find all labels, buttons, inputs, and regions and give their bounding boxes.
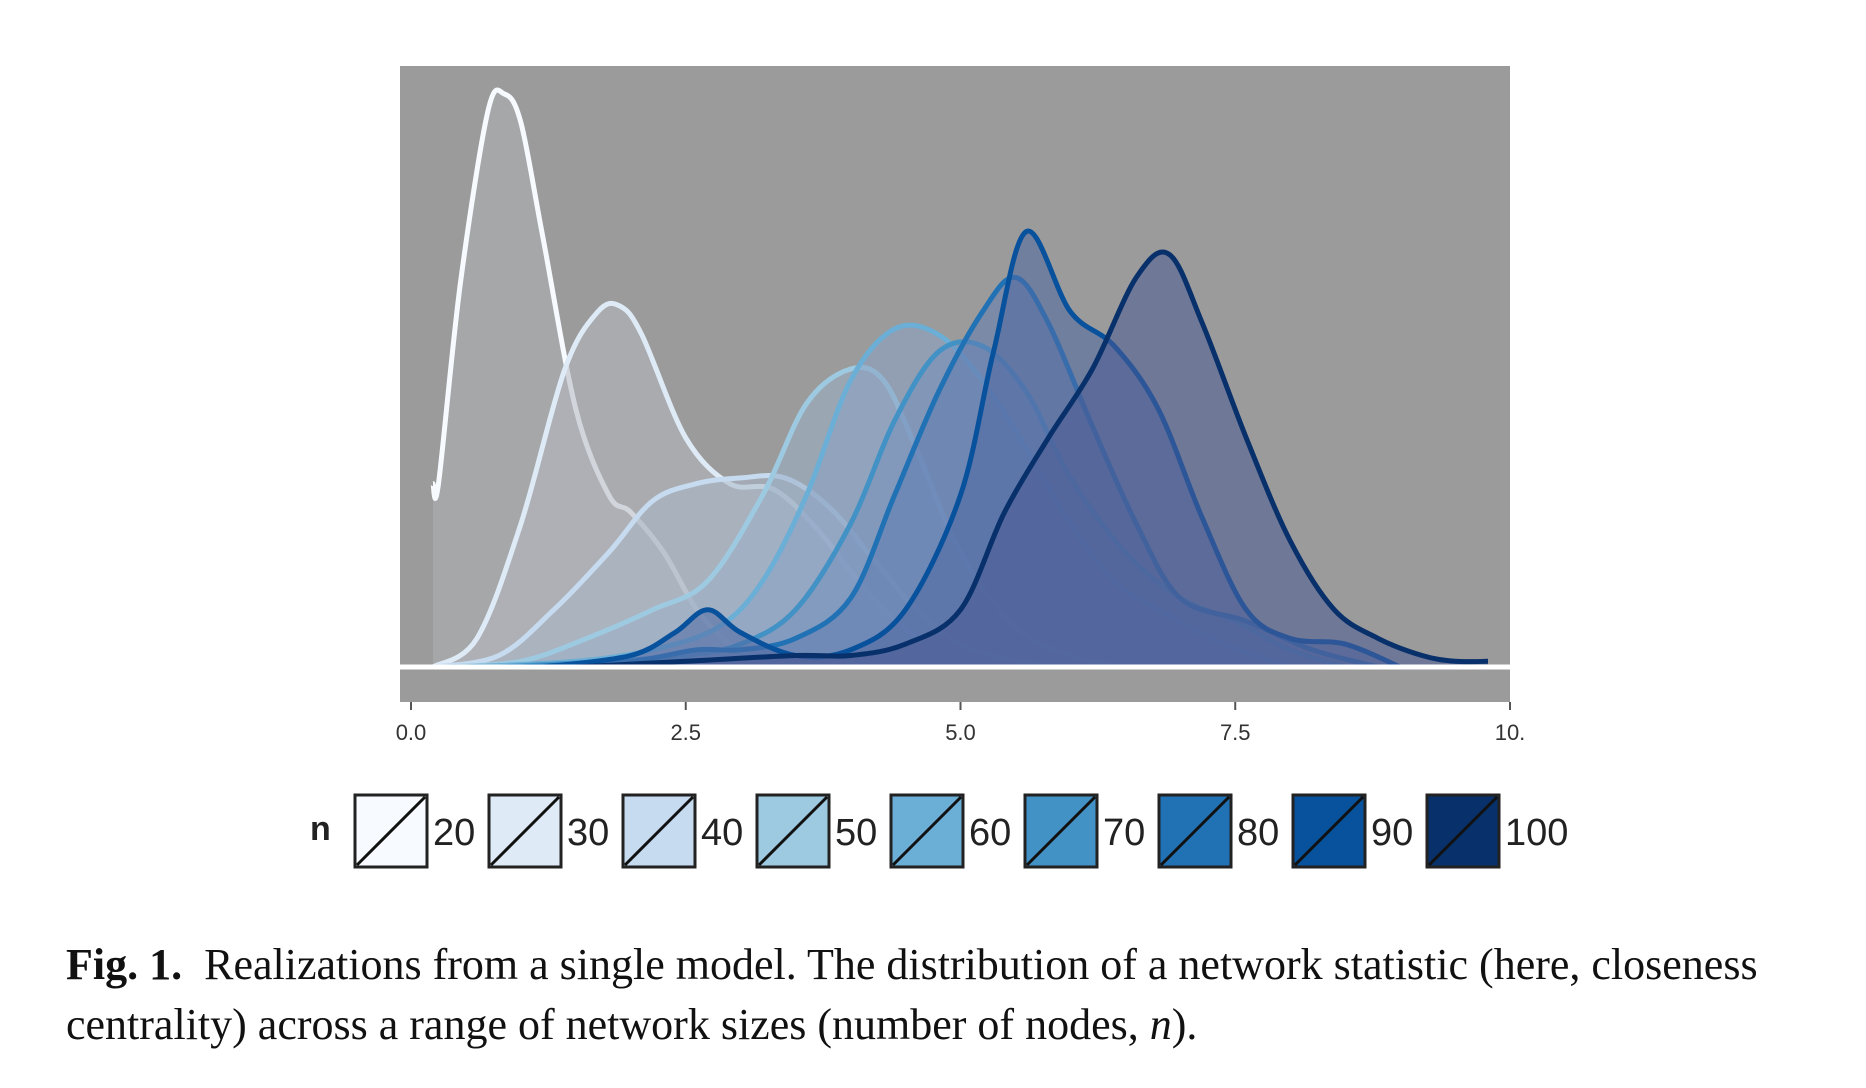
legend-label-n40: 40 <box>701 812 743 854</box>
legend: 20 30 40 50 60 70 80 90 100 <box>353 793 1568 869</box>
legend-label-n80: 80 <box>1237 812 1279 854</box>
legend-swatch-diagonal <box>355 795 427 867</box>
density-chart: 0.0 2.5 5.0 7.5 10. n 20 30 40 50 60 70 80 90 100 <box>310 66 1568 869</box>
legend-label-n20: 20 <box>433 812 475 854</box>
legend-label-n50: 50 <box>835 812 877 854</box>
caption-label: Fig. 1. <box>66 940 183 989</box>
x-tick-label: 5.0 <box>945 720 976 745</box>
x-tick-label: 7.5 <box>1220 720 1251 745</box>
density-area-n100 <box>575 252 1488 667</box>
density-series-group <box>430 87 1489 670</box>
figure-caption: Fig. 1. Realizations from a single model.… <box>66 935 1826 1055</box>
legend-swatch-diagonal <box>1293 795 1365 867</box>
legend-swatch-diagonal <box>1159 795 1231 867</box>
legend-swatch-diagonal <box>1427 795 1499 867</box>
caption-text: Realizations from a single model. The di… <box>66 940 1758 1049</box>
legend-label-n30: 30 <box>567 812 609 854</box>
legend-swatch-diagonal <box>1025 795 1097 867</box>
legend-label-n90: 90 <box>1371 812 1413 854</box>
legend-title: n <box>310 810 331 848</box>
legend-label-n100: 100 <box>1505 812 1568 854</box>
legend-label-n70: 70 <box>1103 812 1145 854</box>
density-line-n100 <box>575 249 1489 670</box>
x-tick-label: 0.0 <box>396 720 427 745</box>
caption-italic-n: n <box>1149 1000 1172 1049</box>
caption-end: ). <box>1171 1000 1198 1049</box>
legend-swatch-diagonal <box>757 795 829 867</box>
legend-swatch-diagonal <box>891 795 963 867</box>
x-axis-ticks: 0.0 2.5 5.0 7.5 10. <box>396 702 1526 745</box>
legend-swatch-diagonal <box>623 795 695 867</box>
density-area-n80 <box>520 277 1379 667</box>
x-tick-label: 2.5 <box>670 720 701 745</box>
legend-swatch-diagonal <box>489 795 561 867</box>
legend-label-n60: 60 <box>969 812 1011 854</box>
x-tick-label: 10. <box>1495 720 1526 745</box>
